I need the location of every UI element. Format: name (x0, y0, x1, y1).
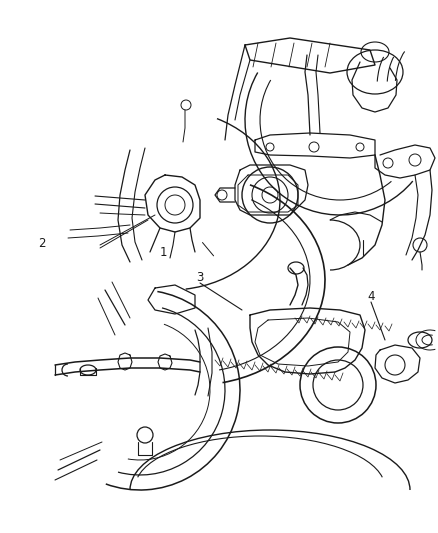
Text: 3: 3 (196, 271, 203, 284)
Text: 1: 1 (159, 246, 166, 259)
Text: 2: 2 (38, 237, 46, 249)
Text: 4: 4 (367, 289, 374, 303)
